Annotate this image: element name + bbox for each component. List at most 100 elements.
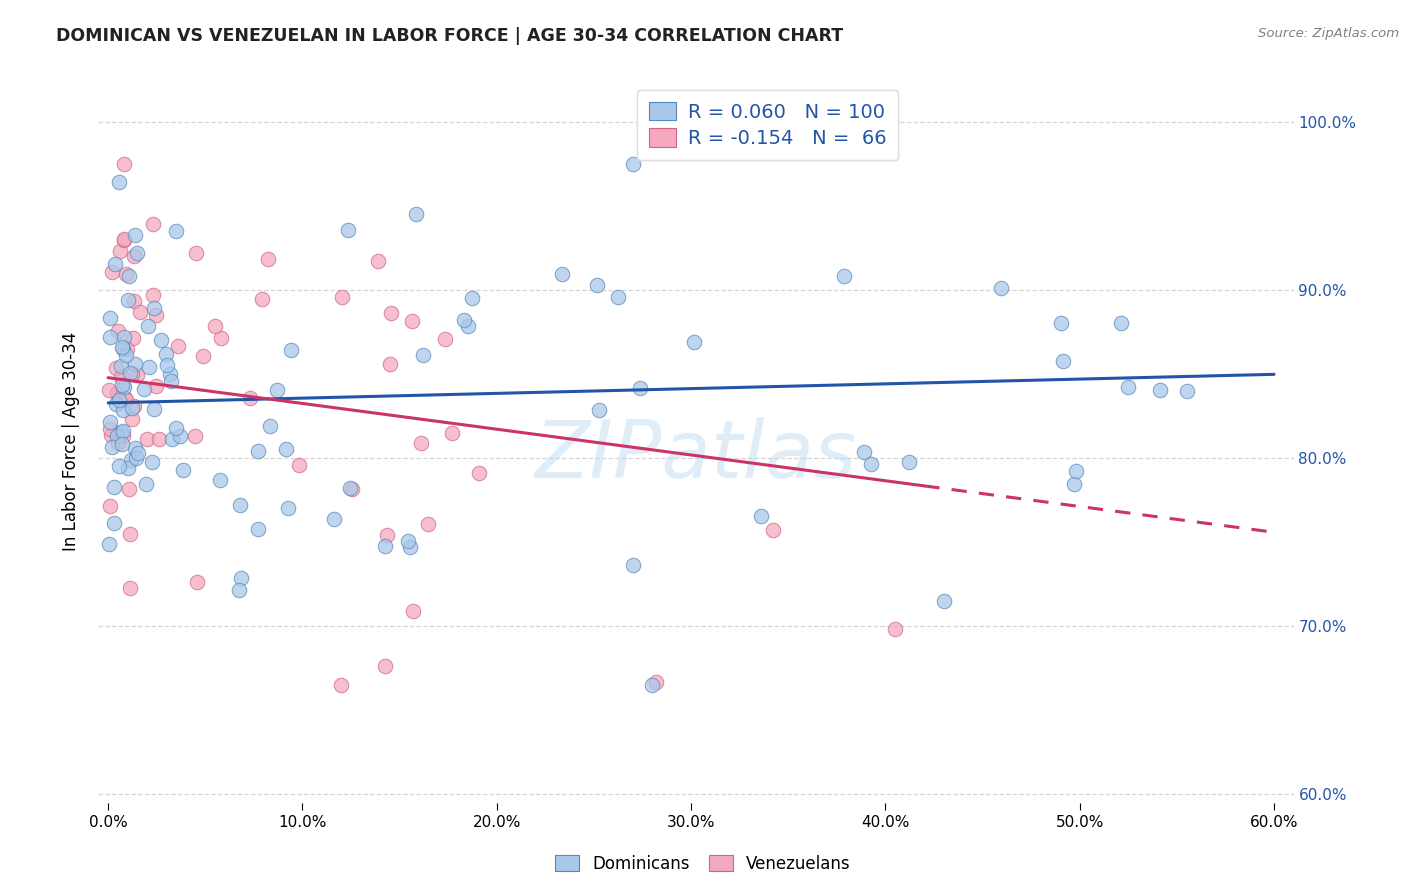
Point [402,604,425,618]
Point [860,457,883,471]
Point [247,444,270,458]
Point [762,523,785,537]
Point [339,481,361,495]
Point [169,429,191,443]
Point [135,432,157,446]
Point [104,257,127,271]
Point [165,421,187,435]
Point [1049,316,1071,330]
Point [229,571,252,585]
Point [112,330,135,344]
Point [1149,383,1171,397]
Point [103,480,125,494]
Point [191,350,214,364]
Point [103,516,125,530]
Point [125,246,148,260]
Point [375,528,398,542]
Point [184,428,207,442]
Point [104,397,127,411]
Point [114,393,136,408]
Point [644,675,666,690]
Point [115,267,138,281]
Point [277,500,299,515]
Point [121,412,143,426]
Point [1052,353,1074,368]
Point [457,319,479,334]
Point [105,386,128,401]
Point [246,523,269,537]
Point [110,244,132,259]
Point [112,234,135,248]
Point [159,367,181,381]
Point [186,575,208,590]
Point [367,254,389,268]
Point [121,401,143,415]
Point [142,217,165,231]
Point [105,385,128,400]
Point [124,357,146,371]
Point [105,429,128,443]
Point [120,581,142,595]
Point [142,287,165,301]
Point [122,249,145,263]
Point [204,318,226,333]
Point [257,252,280,266]
Point [143,402,166,417]
Y-axis label: In Labor Force | Age 30-34: In Labor Force | Age 30-34 [62,332,80,551]
Point [409,436,432,450]
Point [374,539,396,553]
Point [100,428,122,442]
Text: DOMINICAN VS VENEZUELAN IN LABOR FORCE | AGE 30-34 CORRELATION CHART: DOMINICAN VS VENEZUELAN IN LABOR FORCE |… [56,27,844,45]
Point [209,331,232,345]
Point [162,433,184,447]
Point [114,391,136,405]
Point [990,281,1012,295]
Point [621,558,644,572]
Point [111,403,134,417]
Point [412,348,434,362]
Point [110,359,132,373]
Point [280,343,302,357]
Point [749,508,772,523]
Point [274,442,297,456]
Point [143,301,166,315]
Point [433,332,456,346]
Point [897,455,920,469]
Point [1175,384,1198,398]
Point [98,499,121,513]
Point [108,393,131,408]
Point [122,399,145,413]
Text: ZIPatlas: ZIPatlas [534,417,858,495]
Point [112,157,135,171]
Point [120,453,142,467]
Point [149,333,172,347]
Point [141,455,163,469]
Point [118,483,141,497]
Point [884,622,907,636]
Point [399,540,422,554]
Point [138,359,160,374]
Point [104,361,127,376]
Point [112,424,135,438]
Point [374,659,396,673]
Point [322,511,344,525]
Point [125,368,148,382]
Point [111,340,134,354]
Point [252,293,274,307]
Point [145,379,167,393]
Point [117,461,139,475]
Point [107,324,129,338]
Point [380,357,402,371]
Point [98,311,121,326]
Point [110,370,132,384]
Point [209,474,232,488]
Point [100,264,122,278]
Point [107,436,129,450]
Point [120,526,142,541]
Text: Source: ZipAtlas.com: Source: ZipAtlas.com [1258,27,1399,40]
Point [1064,464,1087,478]
Point [101,441,124,455]
Point [1063,476,1085,491]
Point [124,227,146,242]
Point [111,377,134,392]
